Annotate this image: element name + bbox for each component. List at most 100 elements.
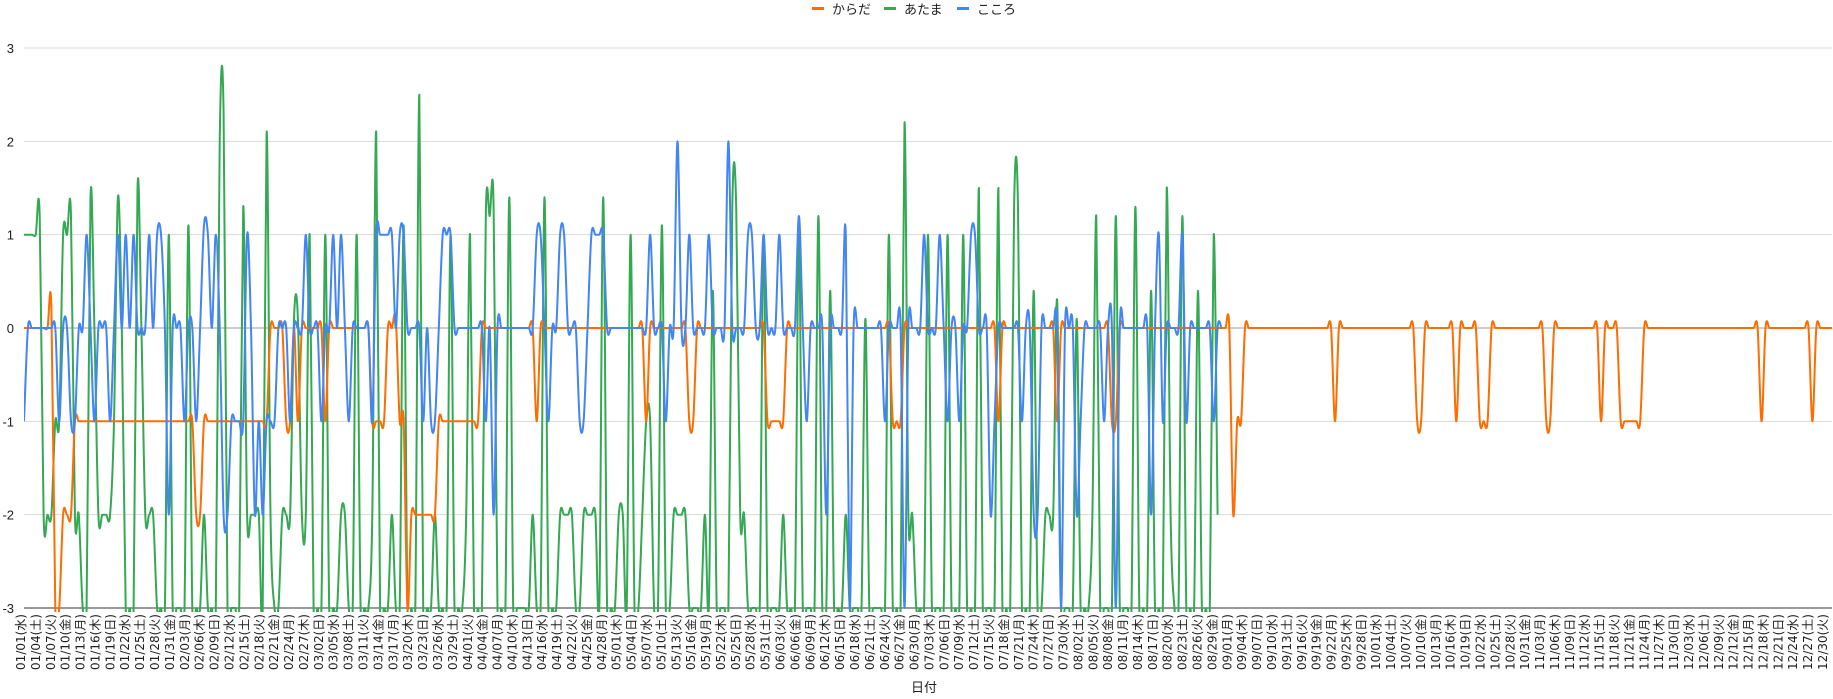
x-tick-label: 01/01(水) xyxy=(14,614,28,670)
legend-swatch xyxy=(812,7,824,10)
x-tick-label: 02/06(木) xyxy=(193,614,207,670)
legend-swatch xyxy=(957,7,969,10)
x-tick-label: 08/14(木) xyxy=(1131,614,1145,670)
x-tick-label: 09/07(日) xyxy=(1250,614,1264,670)
x-tick-label: 03/20(木) xyxy=(401,614,415,670)
legend-swatch xyxy=(884,7,896,10)
x-tick-label: 05/07(水) xyxy=(640,614,654,670)
x-tick-label: 10/07(火) xyxy=(1399,614,1413,670)
x-tick-label: 07/27(日) xyxy=(1042,614,1056,670)
x-tick-label: 11/21(金) xyxy=(1621,614,1636,670)
series-line-2 xyxy=(24,140,1223,610)
x-tick-label: 11/06(木) xyxy=(1548,614,1562,670)
x-tick-label: 03/29(土) xyxy=(446,614,460,670)
x-tick-label: 10/16(木) xyxy=(1444,614,1458,670)
x-tick-label: 08/17(日) xyxy=(1146,614,1160,670)
x-tick-label: 04/25(金) xyxy=(579,614,594,670)
y-tick-label: 0 xyxy=(7,321,14,336)
x-tick-label: 11/24(月) xyxy=(1637,614,1651,670)
x-tick-label: 02/03(月) xyxy=(178,614,192,670)
x-tick-label: 12/06(土) xyxy=(1697,614,1711,670)
x-tick-label: 10/04(土) xyxy=(1384,614,1398,670)
x-tick-label: 10/28(火) xyxy=(1503,614,1517,670)
x-tick-label: 04/22(火) xyxy=(565,614,579,670)
x-tick-label: 08/23(土) xyxy=(1176,614,1190,670)
x-tick-label: 07/09(水) xyxy=(952,614,966,670)
series-lines xyxy=(24,64,1832,612)
x-tick-label: 05/13(火) xyxy=(669,614,683,670)
x-tick-label: 02/27(木) xyxy=(297,614,311,670)
x-tick-label: 11/15(土) xyxy=(1593,614,1607,670)
x-tick-label: 09/16(火) xyxy=(1295,614,1309,670)
y-tick-label: 3 xyxy=(7,41,14,56)
x-tick-label: 02/18(火) xyxy=(252,614,266,670)
x-tick-label: 01/28(火) xyxy=(148,614,162,670)
x-tick-label: 04/07(月) xyxy=(491,614,505,670)
y-tick-label: 1 xyxy=(7,228,14,243)
x-tick-label: 03/11(火) xyxy=(357,614,371,670)
x-tick-label: 08/05(火) xyxy=(1086,614,1100,670)
x-tick-label: 06/24(火) xyxy=(878,614,892,670)
x-tick-label: 06/03(火) xyxy=(774,614,788,670)
x-tick-label: 09/13(土) xyxy=(1280,614,1294,670)
y-tick-label: -1 xyxy=(2,414,14,429)
x-tick-label: 12/24(水) xyxy=(1786,614,1800,670)
x-tick-label: 02/15(土) xyxy=(237,614,251,670)
x-tick-label: 03/02(日) xyxy=(312,614,326,670)
x-tick-label: 09/28(日) xyxy=(1354,614,1368,670)
y-tick-label: -2 xyxy=(2,508,14,523)
x-tick-label: 12/21(日) xyxy=(1771,614,1785,670)
x-tick-label: 06/09(月) xyxy=(803,614,817,670)
x-tick-label: 04/16(水) xyxy=(535,614,549,670)
y-axis-ticks: -3 -2 -1 0 1 2 3 xyxy=(2,41,14,616)
x-tick-label: 11/27(木) xyxy=(1652,614,1666,670)
x-tick-label: 01/25(土) xyxy=(133,614,147,670)
x-tick-label: 09/01(月) xyxy=(1220,614,1234,670)
legend-label: からだ xyxy=(832,3,871,18)
x-tick-label: 09/04(木) xyxy=(1235,614,1249,670)
x-tick-label: 08/02(土) xyxy=(1071,614,1085,670)
x-tick-label: 02/24(月) xyxy=(282,614,296,670)
x-tick-label: 01/16(木) xyxy=(89,614,103,670)
x-tick-label: 09/22(月) xyxy=(1325,614,1339,670)
x-tick-label: 08/26(火) xyxy=(1191,614,1205,670)
legend-label: こころ xyxy=(977,3,1016,18)
x-tick-label: 04/19(土) xyxy=(550,614,564,670)
x-tick-label: 06/30(月) xyxy=(908,614,922,670)
x-tick-label: 03/14(金) xyxy=(370,614,385,670)
x-tick-label: 07/21(月) xyxy=(1012,614,1026,670)
x-tick-label: 05/22(木) xyxy=(714,614,728,670)
x-tick-label: 08/11(月) xyxy=(1116,614,1130,670)
x-tick-label: 05/16(金) xyxy=(683,614,698,670)
legend-label: あたま xyxy=(904,3,943,18)
x-tick-label: 01/07(火) xyxy=(44,614,58,670)
x-tick-label: 03/17(月) xyxy=(386,614,400,670)
x-tick-label: 10/22(水) xyxy=(1474,614,1488,670)
y-tick-label: -3 xyxy=(2,601,14,616)
x-tick-label: 03/23(日) xyxy=(416,614,430,670)
x-tick-label: 05/19(月) xyxy=(699,614,713,670)
x-tick-label: 02/09(日) xyxy=(208,614,222,670)
x-tick-label: 02/21(金) xyxy=(266,614,281,670)
x-tick-label: 10/25(土) xyxy=(1488,614,1502,670)
x-tick-label: 12/15(月) xyxy=(1742,614,1756,670)
x-tick-label: 05/04(日) xyxy=(625,614,639,670)
x-tick-label: 09/10(水) xyxy=(1265,614,1279,670)
x-tick-label: 04/04(金) xyxy=(475,614,490,670)
x-tick-label: 12/12(金) xyxy=(1726,614,1741,670)
x-tick-label: 01/19(日) xyxy=(103,614,117,670)
x-tick-label: 11/12(水) xyxy=(1578,614,1592,670)
x-tick-label: 06/18(水) xyxy=(848,614,862,670)
x-axis-label: 日付 xyxy=(911,681,937,696)
x-tick-label: 12/27(土) xyxy=(1801,614,1815,670)
x-tick-label: 06/27(金) xyxy=(892,614,907,670)
x-tick-label: 10/31(金) xyxy=(1517,614,1532,670)
x-tick-label: 07/15(火) xyxy=(982,614,996,670)
x-tick-label: 08/08(金) xyxy=(1100,614,1115,670)
x-tick-label: 11/09(日) xyxy=(1563,614,1577,670)
x-tick-label: 08/29(金) xyxy=(1204,614,1219,670)
x-tick-label: 07/06(日) xyxy=(937,614,951,670)
x-tick-label: 08/20(水) xyxy=(1161,614,1175,670)
series-line-1 xyxy=(24,64,1219,612)
